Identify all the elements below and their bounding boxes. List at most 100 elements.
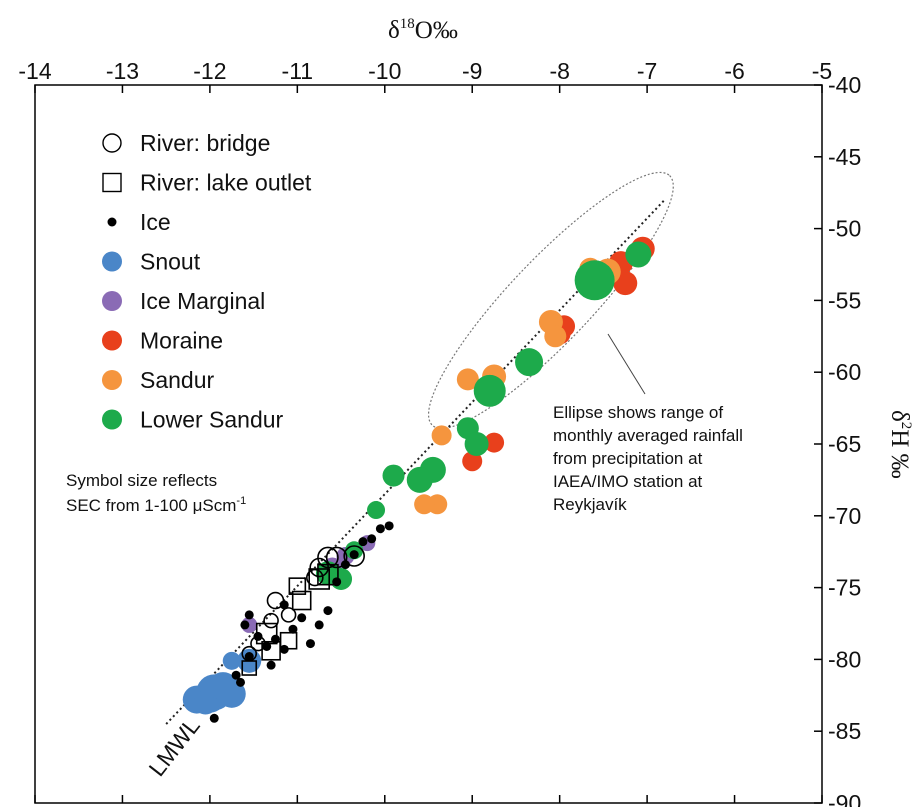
river-lake-outlet-point <box>308 568 330 590</box>
x-tick-label: -7 <box>637 58 657 84</box>
y-tick-label: -70 <box>828 503 861 529</box>
lower-sandur-point <box>464 432 489 456</box>
ice-point <box>244 610 254 620</box>
river-bridge-point <box>317 546 339 569</box>
ellipse-annotation-leader <box>607 333 646 395</box>
sandur-point <box>414 494 435 515</box>
y-tick-label: -80 <box>828 646 861 672</box>
x-tick-label: -12 <box>193 58 226 84</box>
y-tick-label: -45 <box>828 144 861 170</box>
legend-label-ice: Ice <box>140 209 171 235</box>
ice-point <box>279 600 289 610</box>
legend-marker-ice <box>107 217 117 227</box>
legend-marker-snout <box>102 251 122 272</box>
y-tick-label: -55 <box>828 287 861 313</box>
lmwl-label: LMWL <box>143 713 205 782</box>
lower-sandur-point <box>367 501 386 520</box>
y-tick-label: -75 <box>828 575 861 601</box>
legend-marker-moraine <box>102 330 122 351</box>
river-bridge-point <box>266 591 285 610</box>
data-points <box>182 236 655 723</box>
river-lake-outlet-point <box>261 640 281 661</box>
x-tick-label: -11 <box>282 58 314 84</box>
tick-labels: -14 -13 -12 -11 -10 -9 -8 -7 -6 -5-40 -45 -50 -55 -60… <box>18 58 861 807</box>
axis-ticks <box>34 84 823 804</box>
river-bridge-point <box>325 546 348 569</box>
snout-point <box>206 674 231 699</box>
ice-point <box>314 620 324 630</box>
legend-marker-lower-sandur <box>102 409 122 430</box>
lower-sandur-point <box>406 466 433 493</box>
ice-point <box>231 670 241 680</box>
ellipse-note-line: Ellipse shows range of <box>553 403 723 422</box>
ice-point <box>209 713 219 723</box>
river-lake-outlet-point <box>279 631 298 650</box>
ellipse-note-line: monthly averaged rainfall <box>553 426 743 445</box>
ice-point <box>323 606 333 616</box>
river-bridge-point <box>343 545 365 567</box>
ice-point <box>375 524 385 534</box>
moraine-point <box>484 432 505 453</box>
river-bridge-point <box>280 607 297 623</box>
snout-point <box>193 690 218 715</box>
legend-label-ice-marginal: Ice Marginal <box>140 288 265 314</box>
x-tick-label: -6 <box>724 58 744 84</box>
ice-point <box>266 660 276 670</box>
y-tick-label: -50 <box>828 216 861 242</box>
sandur-point <box>431 425 452 446</box>
legend-label-snout: Snout <box>140 249 201 275</box>
lower-sandur-point <box>473 374 506 407</box>
legend-label-river-lake-outlet: River: lake outlet <box>140 170 312 196</box>
lmwl-line <box>165 199 666 725</box>
legend: River: bridge River: lake outlet Ice Snout I… <box>102 130 312 433</box>
moraine-point <box>462 451 483 472</box>
legend-label-river-bridge: River: bridge <box>140 130 270 156</box>
ice-point <box>240 620 250 630</box>
ice-point <box>384 521 394 531</box>
legend-marker-river-bridge <box>102 133 122 153</box>
ice-point <box>305 639 315 649</box>
ice-point <box>358 537 368 547</box>
ice-point <box>235 677 245 687</box>
sandur-point <box>544 325 567 348</box>
ellipse-note-line: IAEA/IMO station at <box>553 472 703 491</box>
lower-sandur-point <box>515 348 544 377</box>
legend-label-moraine: Moraine <box>140 328 223 354</box>
legend-marker-river-lake-outlet <box>102 172 122 193</box>
lower-sandur-point <box>574 260 615 301</box>
ice-point <box>349 550 359 560</box>
legend-marker-sandur <box>102 370 122 390</box>
y-axis-title: δ2H ‰ <box>886 410 914 479</box>
y-tick-label: -85 <box>828 718 861 744</box>
ellipse-note-line: from precipitation at <box>553 449 703 468</box>
lower-sandur-point <box>382 464 405 487</box>
lower-sandur-point <box>625 241 652 268</box>
river-lake-outlet-point <box>241 660 258 676</box>
river-bridge-point <box>263 612 279 629</box>
size-note: Symbol size reflects <box>66 471 217 490</box>
ellipse-note-line: Reykjavík <box>553 495 627 514</box>
ice-point <box>288 624 298 634</box>
ice-point <box>340 560 350 570</box>
river-lake-outlet-point <box>317 563 339 586</box>
ice-point <box>297 613 307 623</box>
x-axis-title: δ18O‰ <box>388 16 458 44</box>
ice-point <box>244 652 254 662</box>
y-tick-label: -90 <box>828 790 861 807</box>
snout-point <box>222 651 241 670</box>
x-tick-label: -14 <box>18 58 51 84</box>
river-lake-outlet-point <box>255 622 278 645</box>
x-tick-label: -5 <box>812 58 832 84</box>
river-lake-outlet-point <box>288 577 307 595</box>
ice-point <box>367 534 377 544</box>
y-tick-label: -65 <box>828 431 861 457</box>
y-tick-label: -60 <box>828 359 861 385</box>
x-tick-label: -9 <box>462 58 482 84</box>
sandur-point <box>456 368 479 391</box>
legend-marker-ice-marginal <box>102 291 122 311</box>
x-tick-label: -10 <box>368 58 401 84</box>
x-tick-label: -13 <box>106 58 139 84</box>
legend-label-sandur: Sandur <box>140 367 215 393</box>
y-tick-label: -40 <box>828 72 861 98</box>
